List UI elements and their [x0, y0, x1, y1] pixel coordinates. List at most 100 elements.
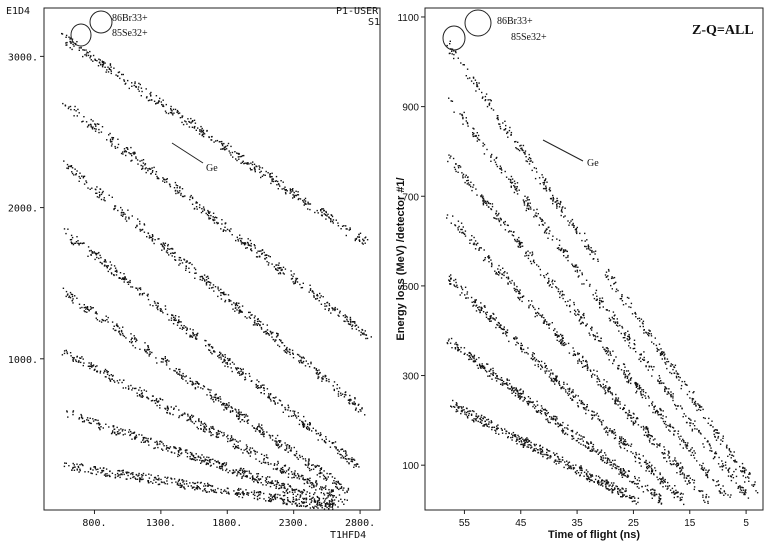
left-scatter-point	[90, 363, 92, 366]
left-scatter-point	[281, 404, 283, 406]
left-scatter-point	[134, 151, 136, 154]
left-scatter-point	[161, 448, 163, 450]
right-scatter-point	[660, 417, 662, 419]
right-scatter-point	[510, 179, 512, 181]
right-scatter-point	[483, 199, 485, 201]
right-scatter-point	[526, 254, 528, 257]
left-scatter-point	[265, 330, 267, 332]
left-scatter-point	[253, 478, 255, 480]
left-scatter-point	[294, 489, 296, 491]
right-scatter-point	[576, 271, 579, 273]
left-scatter-point	[260, 433, 262, 435]
left-scatter-point	[317, 432, 319, 435]
left-scatter-point	[305, 501, 307, 503]
right-scatter-point	[717, 437, 719, 439]
left-scatter-point	[78, 244, 80, 246]
left-scatter-point	[257, 494, 260, 496]
left-scatter-point	[196, 338, 198, 340]
left-scatter-point	[66, 411, 68, 413]
right-scatter-point	[563, 249, 565, 251]
right-scatter-point	[491, 205, 494, 208]
right-scatter-point	[482, 200, 484, 202]
right-scatter-point	[473, 82, 475, 85]
left-scatter-point	[98, 58, 100, 60]
left-scatter-point	[237, 240, 240, 242]
left-scatter-point	[213, 222, 216, 224]
left-scatter-point	[104, 319, 106, 322]
left-scatter-point	[277, 344, 279, 346]
left-scatter-point	[229, 230, 231, 233]
right-scatter-point	[667, 450, 670, 452]
left-scatter-point	[274, 440, 276, 442]
left-scatter-point	[277, 444, 280, 446]
right-scatter-point	[490, 100, 492, 102]
left-scatter-point	[203, 488, 206, 491]
left-scatter-point	[282, 484, 284, 487]
left-scatter-point	[144, 440, 147, 442]
left-scatter-point	[88, 362, 90, 364]
left-scatter-point	[319, 469, 321, 472]
right-scatter-point	[679, 376, 681, 379]
left-scatter-point	[312, 482, 314, 485]
left-scatter-point	[200, 125, 202, 128]
right-scatter-point	[695, 403, 697, 405]
right-scatter-point	[472, 134, 474, 136]
left-scatter-point	[205, 281, 208, 284]
left-scatter-point	[82, 120, 84, 122]
left-scatter-point	[197, 428, 199, 430]
right-scatter-point	[545, 273, 548, 276]
left-scatter-point	[125, 220, 128, 222]
left-scatter-point	[208, 345, 210, 347]
right-scatter-point	[648, 397, 650, 399]
left-scatter-point	[112, 425, 114, 427]
right-scatter-point	[616, 318, 618, 320]
left-scatter-point	[241, 311, 243, 313]
right-scatter-point	[491, 153, 493, 156]
right-scatter-point	[533, 216, 535, 218]
left-scatter-point	[223, 293, 225, 295]
left-scatter-point	[131, 472, 133, 474]
left-scatter-point	[333, 381, 336, 383]
left-scatter-point	[211, 396, 213, 398]
left-scatter-point	[346, 491, 348, 493]
left-scatter-point	[242, 371, 244, 373]
left-scatter-point	[70, 355, 72, 357]
left-scatter-point	[98, 123, 100, 125]
left-scatter-point	[139, 228, 141, 231]
right-scatter-point	[457, 229, 459, 231]
left-scatter-point	[231, 151, 234, 154]
left-scatter-point	[316, 506, 318, 508]
left-scatter-point	[181, 377, 183, 379]
left-scatter-point	[345, 453, 347, 455]
left-scatter-point	[293, 472, 295, 474]
left-scatter-point	[275, 440, 277, 442]
left-scatter-point	[217, 396, 219, 399]
left-scatter-point	[265, 456, 268, 459]
left-scatter-point	[316, 500, 318, 502]
left-scatter-point	[114, 474, 117, 476]
right-scatter-point	[743, 492, 745, 494]
left-scatter-point	[306, 481, 308, 484]
right-scatter-point	[688, 450, 690, 452]
right-scatter-point	[628, 411, 631, 413]
right-scatter-point	[581, 239, 583, 242]
left-scatter-point	[316, 474, 318, 476]
right-scatter-point	[514, 182, 516, 185]
left-scatter-point	[176, 190, 179, 192]
left-scatter-point	[86, 306, 89, 309]
left-scatter-point	[212, 427, 214, 429]
right-scatter-point	[617, 400, 619, 402]
left-scatter-point	[208, 217, 210, 219]
left-scatter-point	[324, 213, 327, 216]
left-scatter-point	[331, 442, 334, 444]
right-scatter-point	[613, 283, 615, 285]
left-scatter-point	[91, 251, 93, 253]
right-scatter-point	[689, 424, 691, 427]
left-scatter-point	[260, 482, 262, 484]
right-scatter-point	[531, 254, 533, 257]
left-scatter-point	[141, 168, 143, 170]
left-scatter-point	[321, 211, 323, 214]
right-scatter-point	[743, 493, 745, 496]
left-scatter-point	[317, 439, 319, 441]
left-scatter-point	[119, 272, 122, 274]
